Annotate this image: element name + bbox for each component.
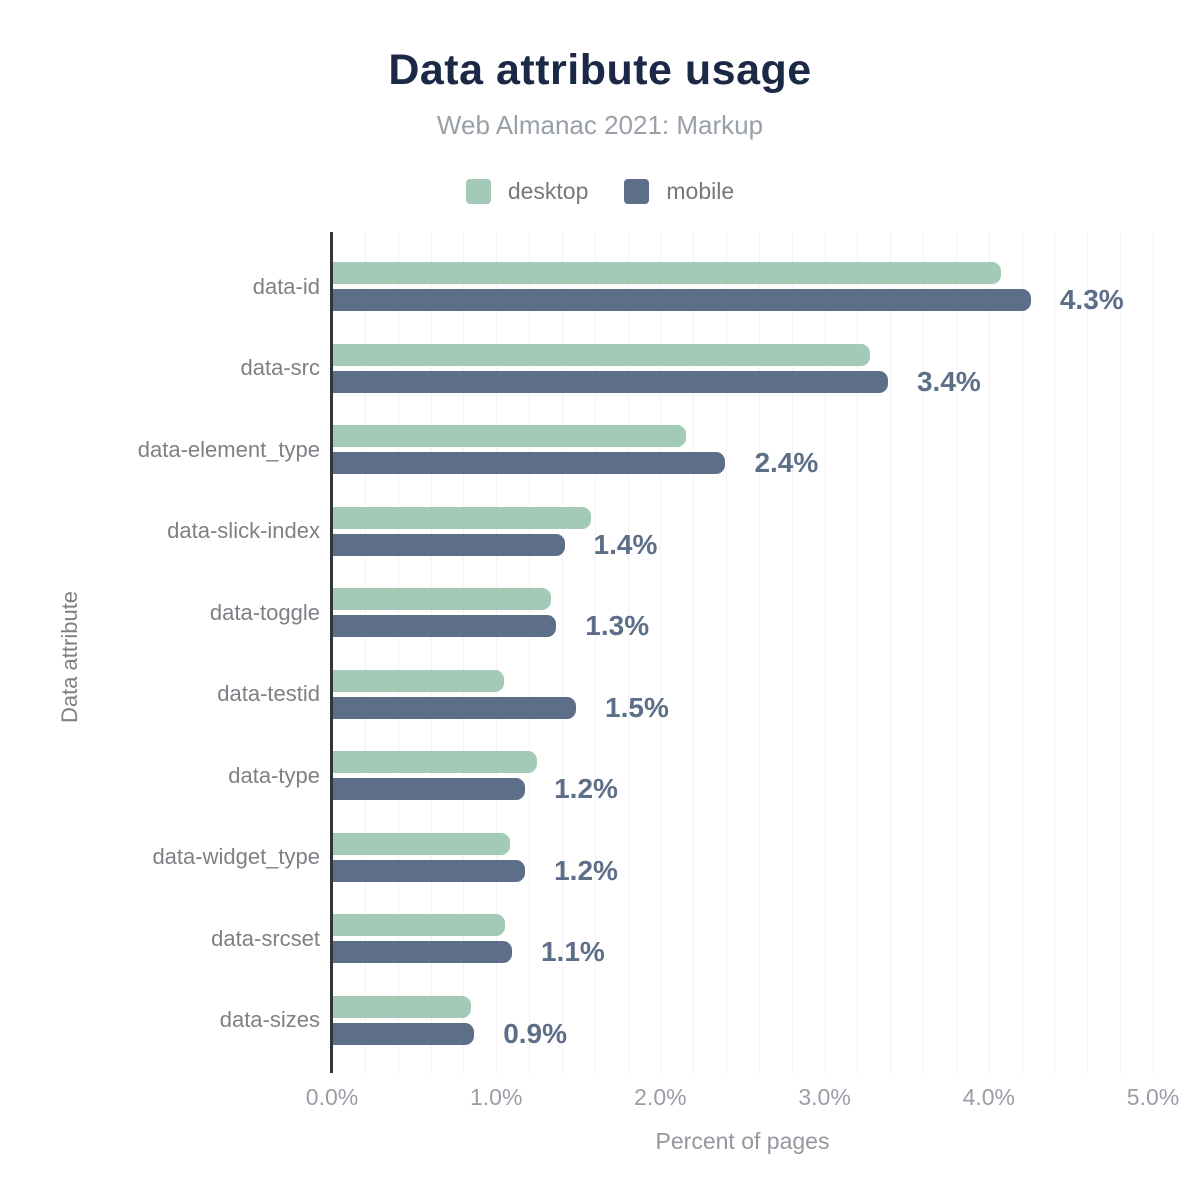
chart-subtitle: Web Almanac 2021: Markup [436,110,764,140]
value-label-data-slick-index: 1.4% [593,528,658,560]
gridline [430,232,432,1073]
x-axis-title: Percent of pages [655,1128,830,1154]
gridline [923,232,925,1073]
gridline [1021,232,1023,1073]
desktop-bar-data-testid[interactable] [333,669,504,692]
y-axis-line [330,232,333,1073]
desktop-bar-data-toggle[interactable] [333,588,552,610]
desktop-bar-data-element_type[interactable] [333,425,687,447]
x-tick-label: 0.0% [305,1084,359,1110]
gridline [660,232,662,1073]
category-label-data-id: data-id [252,273,320,299]
gridline [824,232,826,1073]
desktop-bar-data-id[interactable] [333,262,1002,284]
x-tick-label: 4.0% [962,1084,1016,1110]
gridline [726,232,728,1073]
gridline [463,232,465,1073]
mobile-bar-data-sizes[interactable] [333,1022,475,1045]
gridline [890,232,892,1073]
category-label-data-srcset: data-srcset [211,925,320,951]
gridline [496,232,498,1073]
mobile-bar-data-type[interactable] [333,778,526,800]
value-label-data-sizes: 0.9% [503,1017,568,1049]
value-label-data-id: 4.3% [1059,284,1124,315]
mobile-bar-data-src[interactable] [333,370,888,393]
gridline [397,232,399,1073]
gridline [791,232,793,1073]
chart-title: Data attribute usage [388,46,812,94]
gridline [693,232,695,1073]
gridline [857,232,859,1073]
desktop-bar-data-srcset[interactable] [333,914,506,936]
legend-label-desktop: desktop [507,178,589,204]
x-tick-label: 2.0% [634,1084,687,1110]
value-label-data-srcset: 1.1% [540,936,605,967]
desktop-bar-data-widget_type[interactable] [333,832,511,855]
plot-area: 4.3% 3.4% 2.4% 1.4% 1.3% 1.5% 1.2% 1.2% 1.1% 0.9% [330,232,1154,1073]
legend-label-mobile: mobile [666,178,735,204]
desktop-swatch-icon [465,179,491,204]
legend: desktop mobile [0,178,1200,205]
mobile-swatch-icon [624,179,650,204]
desktop-bar-data-src[interactable] [333,343,870,366]
legend-item-desktop[interactable]: desktop [465,178,589,205]
category-label-data-type: data-type [228,762,320,788]
gridline [758,232,760,1073]
y-axis-title: Data attribute [57,590,82,724]
gridline [1153,232,1154,1073]
x-tick-label: 1.0% [469,1084,523,1110]
gridline [1054,232,1056,1073]
gridline [988,232,990,1073]
category-label-data-src: data-src [240,355,320,380]
desktop-bar-data-type[interactable] [333,751,537,773]
gridline [364,232,366,1073]
mobile-bar-data-testid[interactable] [333,696,577,719]
gridline [561,232,563,1073]
x-tick-label: 5.0% [1126,1084,1180,1110]
value-label-data-widget_type: 1.2% [554,854,618,886]
mobile-bar-data-id[interactable] [333,289,1031,311]
value-label-data-src: 3.4% [916,365,981,397]
mobile-bar-data-srcset[interactable] [333,941,512,963]
gridline [955,232,957,1073]
mobile-bar-data-element_type[interactable] [333,452,726,474]
category-label-data-sizes: data-sizes [219,1007,320,1032]
desktop-bar-data-slick-index[interactable] [333,506,591,529]
category-label-data-toggle: data-toggle [209,599,320,625]
category-label-data-widget_type: data-widget_type [152,844,320,869]
category-label-data-testid: data-testid [217,681,320,706]
gridline [627,232,629,1073]
gridline [1087,232,1089,1073]
value-label-data-testid: 1.5% [605,691,669,723]
x-axis-ticks: 0.0% 1.0% 2.0% 3.0% 4.0% 5.0% [306,1084,1179,1114]
value-label-data-type: 1.2% [554,773,618,804]
gridline [529,232,531,1073]
category-label-data-slick-index: data-slick-index [167,518,320,543]
x-tick-label: 3.0% [798,1084,851,1110]
value-label-data-element_type: 2.4% [754,447,819,478]
y-axis-category-labels: data-id data-src data-element_type data-sli… [0,232,320,1073]
legend-item-mobile[interactable]: mobile [624,178,734,205]
desktop-bar-data-sizes[interactable] [333,995,471,1018]
value-label-data-toggle: 1.3% [585,610,650,641]
category-label-data-element_type: data-element_type [137,436,320,462]
gridline [1120,232,1122,1073]
gridline [594,232,596,1073]
mobile-bar-data-toggle[interactable] [333,615,557,637]
mobile-bar-data-slick-index[interactable] [333,533,565,556]
mobile-bar-data-widget_type[interactable] [333,859,526,882]
